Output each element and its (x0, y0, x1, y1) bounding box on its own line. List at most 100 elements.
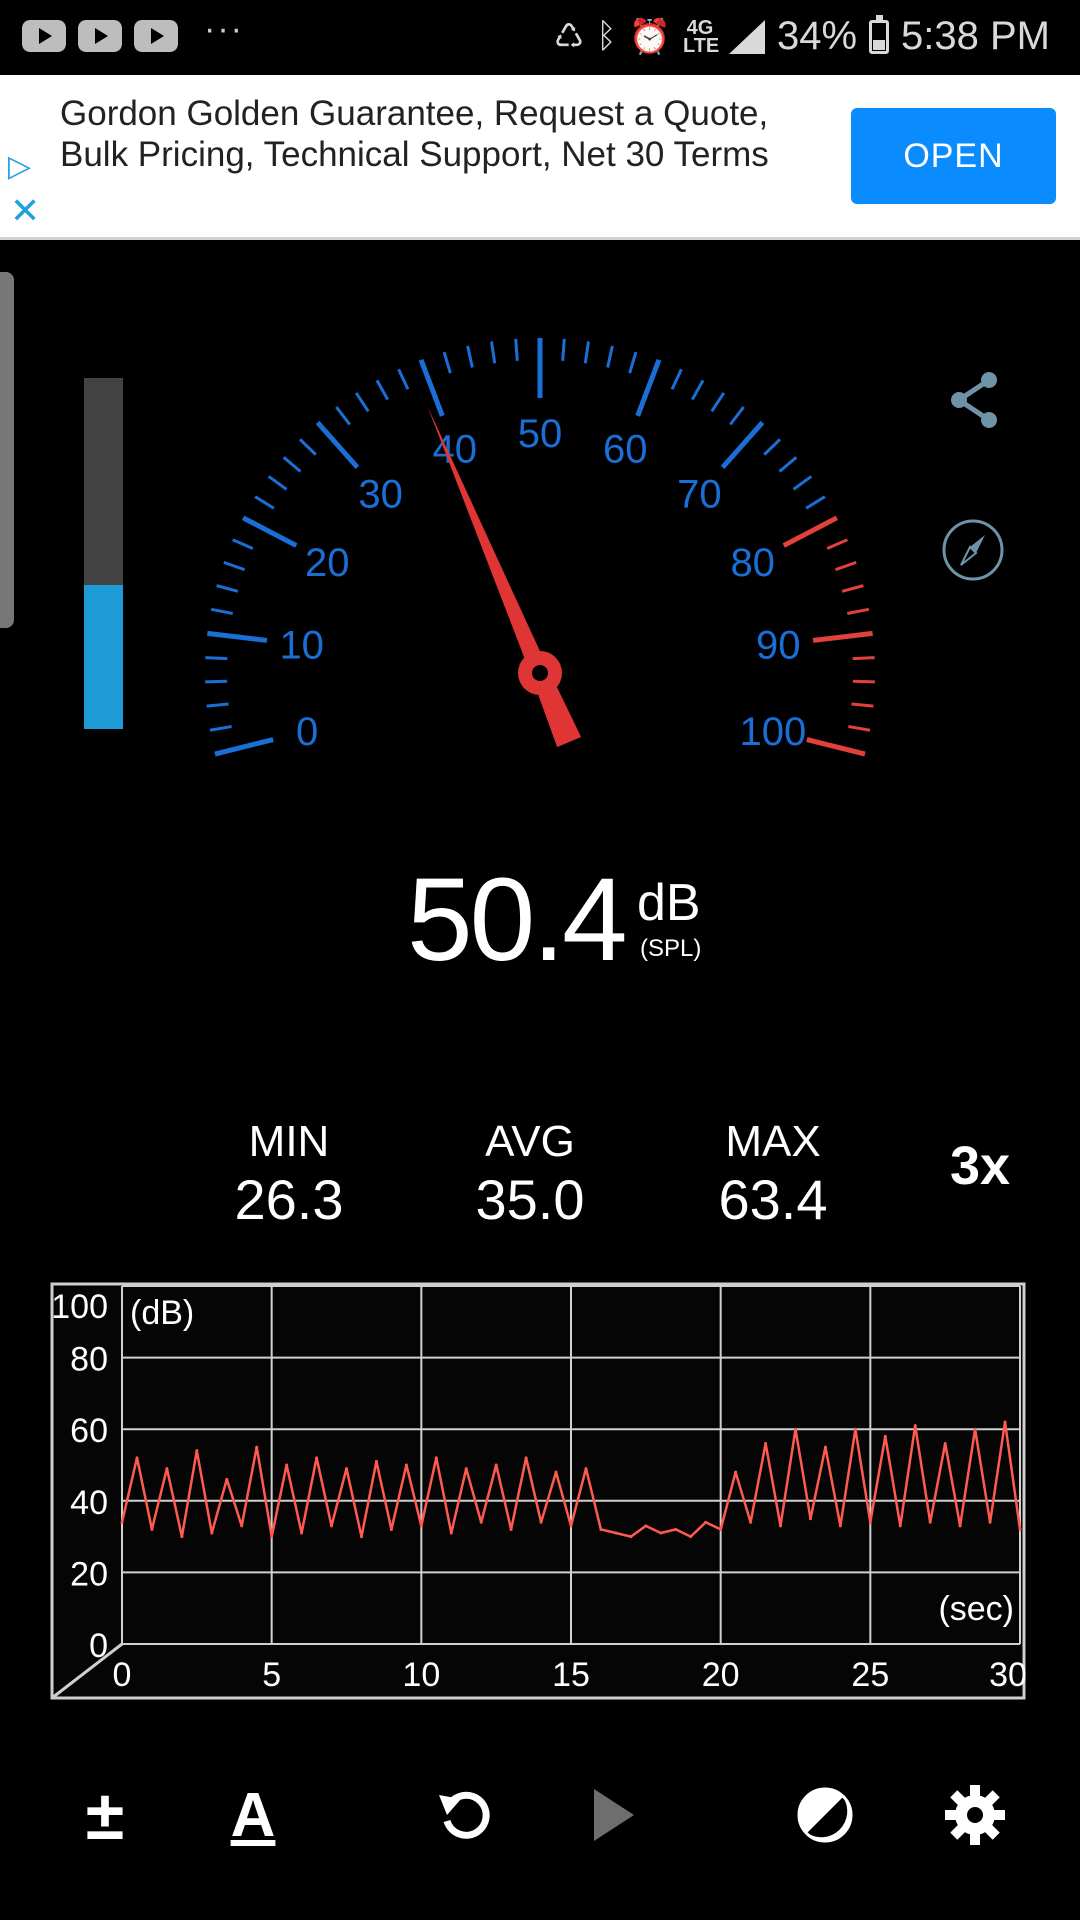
gauge-major-tick (635, 358, 662, 417)
chart-data-point (883, 1434, 887, 1438)
chart-data-point (689, 1535, 693, 1539)
ad-open-button[interactable]: OPEN (851, 108, 1056, 204)
gauge-minor-tick (216, 584, 239, 593)
chart-frame (50, 1282, 1026, 1700)
gauge-major-tick (241, 515, 298, 548)
ad-close-icon[interactable]: ✕ (10, 190, 41, 231)
chart-y-tick-label: 80 (70, 1341, 108, 1379)
gauge-major-tick (315, 420, 360, 470)
gauge-major-tick (418, 358, 445, 417)
chart-data-point (629, 1535, 633, 1539)
reading-sub-unit: (SPL) (640, 935, 702, 962)
gauge-minor-tick (848, 725, 871, 732)
chart-data-point (330, 1524, 334, 1528)
chart-data-point (958, 1524, 962, 1528)
chart-data-point (644, 1524, 648, 1528)
gauge-minor-tick (851, 702, 874, 708)
chart-data-point (1003, 1420, 1007, 1424)
gear-icon (945, 1785, 1005, 1845)
stat-min: MIN 26.3 (189, 1117, 389, 1233)
current-reading: 50.4 dB (SPL) (0, 855, 1080, 985)
gauge-minor-tick (205, 656, 228, 661)
contrast-button[interactable] (780, 1760, 870, 1870)
gauge-minor-tick (729, 406, 745, 426)
reading-unit: dB (637, 874, 701, 932)
chart-data-point (599, 1527, 603, 1531)
chart-x-tick-label: 20 (702, 1656, 740, 1694)
chart-y-tick-label: 20 (70, 1555, 108, 1593)
chart-data-point (120, 1520, 124, 1524)
chart-data-point (913, 1424, 917, 1428)
chart-data-point (255, 1445, 259, 1449)
gauge-needle-pin (532, 665, 548, 681)
gauge-minor-tick (792, 475, 813, 491)
recycle-icon: ♺ (553, 17, 585, 56)
font-button[interactable]: A (230, 1780, 276, 1850)
gauge-minor-tick (805, 495, 826, 510)
youtube-icon (78, 20, 122, 52)
calibrate-button[interactable]: ± (85, 1776, 125, 1854)
chart-data-point (509, 1527, 513, 1531)
chart-x-unit-label: (sec) (938, 1590, 1014, 1628)
chart-data-point (823, 1445, 827, 1449)
gauge-minor-tick (826, 538, 848, 550)
gauge-scale-label: 100 (739, 710, 806, 754)
chart-data-point (584, 1467, 588, 1471)
reset-button[interactable] (420, 1760, 510, 1870)
chart-data-point (794, 1427, 797, 1431)
stat-min-value: 26.3 (234, 1168, 344, 1231)
chart-y-tick-label: 0 (89, 1627, 108, 1665)
gauge-scale-label: 80 (730, 541, 775, 585)
edge-panel-handle[interactable] (0, 272, 14, 628)
chart-corner-line (51, 1642, 123, 1700)
chart-y-tick-label: 60 (70, 1412, 108, 1450)
gauge-major-tick (782, 515, 839, 548)
reading-value: 50.4 (407, 854, 628, 986)
compass-icon[interactable] (940, 517, 1006, 583)
gauge-minor-tick (841, 584, 864, 593)
chart-data-point (210, 1531, 214, 1535)
chart-data-point (988, 1520, 992, 1524)
gauge-scale-label: 20 (305, 541, 350, 585)
chart-data-point (270, 1535, 274, 1539)
settings-button[interactable] (930, 1760, 1020, 1870)
gauge-scale-label: 50 (518, 412, 563, 456)
chart-data-point (524, 1456, 528, 1460)
chart-data-point (300, 1531, 304, 1535)
gauge-minor-tick (223, 560, 246, 572)
gauge-major-tick (214, 737, 274, 757)
level-meter-fill (84, 585, 123, 729)
more-dots-icon: ··· (204, 9, 244, 48)
chart-data-point (868, 1520, 872, 1524)
chart-data-point (434, 1456, 438, 1460)
gauge-minor-tick (606, 345, 614, 368)
chart-x-tick-label: 10 (402, 1656, 440, 1694)
chart-data-point (389, 1527, 393, 1531)
chart-data-point (704, 1520, 708, 1524)
chart-x-tick-label: 0 (113, 1656, 132, 1694)
speed-multiplier-button[interactable]: 3x (949, 1136, 1011, 1196)
chart-x-tick-label: 15 (552, 1656, 590, 1694)
gauge-minor-tick (561, 338, 566, 361)
chart-data-point (240, 1524, 244, 1528)
gauge-minor-tick (691, 379, 705, 401)
chart-y-tick-label: 100 (51, 1288, 108, 1326)
stat-max-value: 63.4 (718, 1168, 828, 1231)
gauge-minor-tick (232, 538, 254, 550)
gauge-major-tick (720, 420, 765, 470)
ad-info-icon[interactable]: ▷ (8, 150, 32, 183)
gauge-scale-label: 60 (603, 428, 648, 472)
gauge-minor-tick (354, 392, 370, 413)
chart-data-point (838, 1524, 842, 1528)
chart-data-point (928, 1520, 932, 1524)
play-button[interactable] (568, 1760, 658, 1870)
share-icon[interactable] (945, 370, 1005, 430)
chart-data-point (943, 1442, 947, 1446)
ad-banner[interactable]: ▷ ✕ Gordon Golden Guarantee, Request a Q… (0, 75, 1080, 240)
chart-data-point (973, 1427, 977, 1431)
gauge-minor-tick (490, 341, 497, 364)
status-left: ··· (22, 10, 244, 52)
contrast-icon (797, 1787, 853, 1843)
ad-text[interactable]: Gordon Golden Guarantee, Request a Quote… (60, 94, 769, 174)
